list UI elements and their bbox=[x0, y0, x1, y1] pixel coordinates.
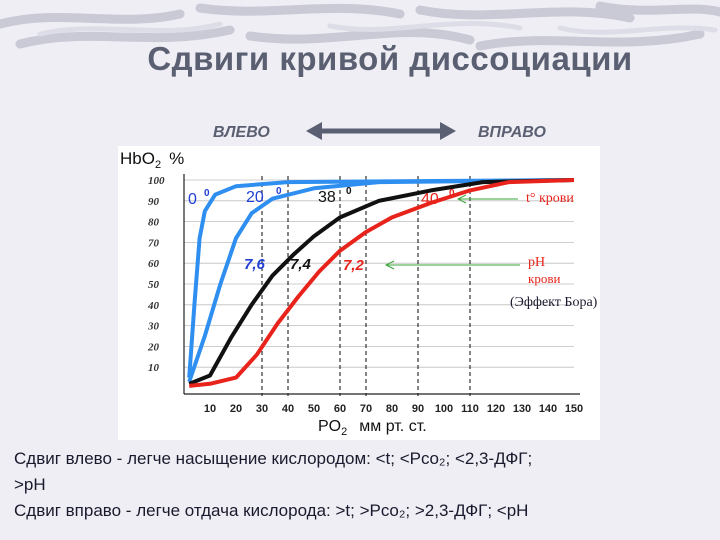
degree-mark: 0 bbox=[346, 186, 352, 197]
y-tick-label: 90 bbox=[148, 196, 160, 208]
y-tick-label: 100 bbox=[148, 175, 165, 187]
y-tick-label: 20 bbox=[147, 341, 160, 353]
x-axis-label-unit: мм рт. ст. bbox=[359, 418, 426, 435]
x-tick-label: 20 bbox=[230, 403, 242, 415]
y-tick-label: 60 bbox=[148, 258, 160, 270]
x-tick-label: 50 bbox=[308, 403, 320, 415]
x-tick-label: 10 bbox=[204, 403, 216, 415]
y-axis-label-unit: % bbox=[169, 149, 184, 168]
x-tick-label: 40 bbox=[282, 403, 294, 415]
series-line bbox=[187, 178, 575, 383]
y-tick-label: 10 bbox=[148, 362, 160, 374]
left-shift-description: Сдвиг влево - легче насыщение кислородом… bbox=[14, 449, 533, 468]
x-axis-label: PO2 мм рт. ст. bbox=[318, 418, 427, 438]
shift-left-label: ВЛЕВО bbox=[213, 124, 270, 141]
x-axis-label-sub: 2 bbox=[341, 426, 347, 438]
right-shift-description: Сдвиг вправо - легче отдача кислорода: >… bbox=[14, 501, 529, 520]
ph-label: 7,2 bbox=[343, 257, 365, 274]
series-line bbox=[188, 178, 575, 388]
x-tick-label: 60 bbox=[334, 403, 346, 415]
annotation-text: t° крови bbox=[526, 191, 574, 206]
conclusion-text: Сдвиг влево - легче насыщение кислородом… bbox=[14, 446, 714, 524]
ph-label: 7,6 bbox=[244, 256, 266, 273]
degree-mark: 0 bbox=[204, 188, 210, 199]
ph-label: 7,4 bbox=[290, 256, 312, 273]
temperature-label: 20 bbox=[246, 189, 264, 206]
x-tick-label: 120 bbox=[487, 403, 505, 415]
annotation-text: крови bbox=[528, 271, 560, 286]
temperature-label: 0 bbox=[188, 191, 197, 208]
arrowhead-icon bbox=[384, 260, 395, 270]
annotation-text: pH bbox=[528, 255, 545, 270]
chart-background bbox=[118, 146, 600, 440]
degree-mark: 0 bbox=[276, 186, 282, 197]
dissociation-chart: HbO2% PO2 мм рт. ст. 10090807060504030201… bbox=[120, 149, 598, 438]
x-tick-label: 140 bbox=[539, 403, 557, 415]
y-tick-label: 50 bbox=[148, 279, 160, 291]
shift-right-label: ВПРАВО bbox=[478, 124, 546, 141]
double-arrow-icon bbox=[306, 122, 456, 140]
series-line bbox=[187, 178, 575, 378]
x-tick-label: 90 bbox=[412, 403, 424, 415]
decorative-swoosh-header bbox=[0, 1, 720, 51]
y-tick-label: 40 bbox=[147, 300, 160, 312]
series-line bbox=[188, 178, 575, 386]
y-tick-label: 30 bbox=[147, 321, 160, 333]
annotation-text: (Эффект Бора) bbox=[510, 295, 598, 310]
x-tick-label: 130 bbox=[513, 403, 531, 415]
x-tick-label: 30 bbox=[256, 403, 268, 415]
y-tick-label: 80 bbox=[148, 217, 160, 229]
temperature-label: 38 bbox=[318, 189, 336, 206]
y-tick-label: 70 bbox=[148, 237, 160, 249]
page-title: Сдвиги кривой диссоциации bbox=[147, 40, 633, 77]
arrowhead-icon bbox=[456, 194, 467, 204]
y-axis-label-sub: 2 bbox=[155, 159, 161, 171]
y-axis-label: HbO2% bbox=[120, 149, 184, 171]
left-shift-description-cont: >pH bbox=[14, 475, 46, 494]
x-tick-label: 150 bbox=[565, 403, 583, 415]
x-tick-label: 80 bbox=[386, 403, 398, 415]
temperature-label: 40 bbox=[421, 191, 439, 208]
degree-mark: 0 bbox=[449, 188, 455, 199]
x-tick-label: 70 bbox=[360, 403, 372, 415]
x-tick-label: 100 bbox=[435, 403, 453, 415]
x-tick-label: 110 bbox=[461, 403, 479, 415]
